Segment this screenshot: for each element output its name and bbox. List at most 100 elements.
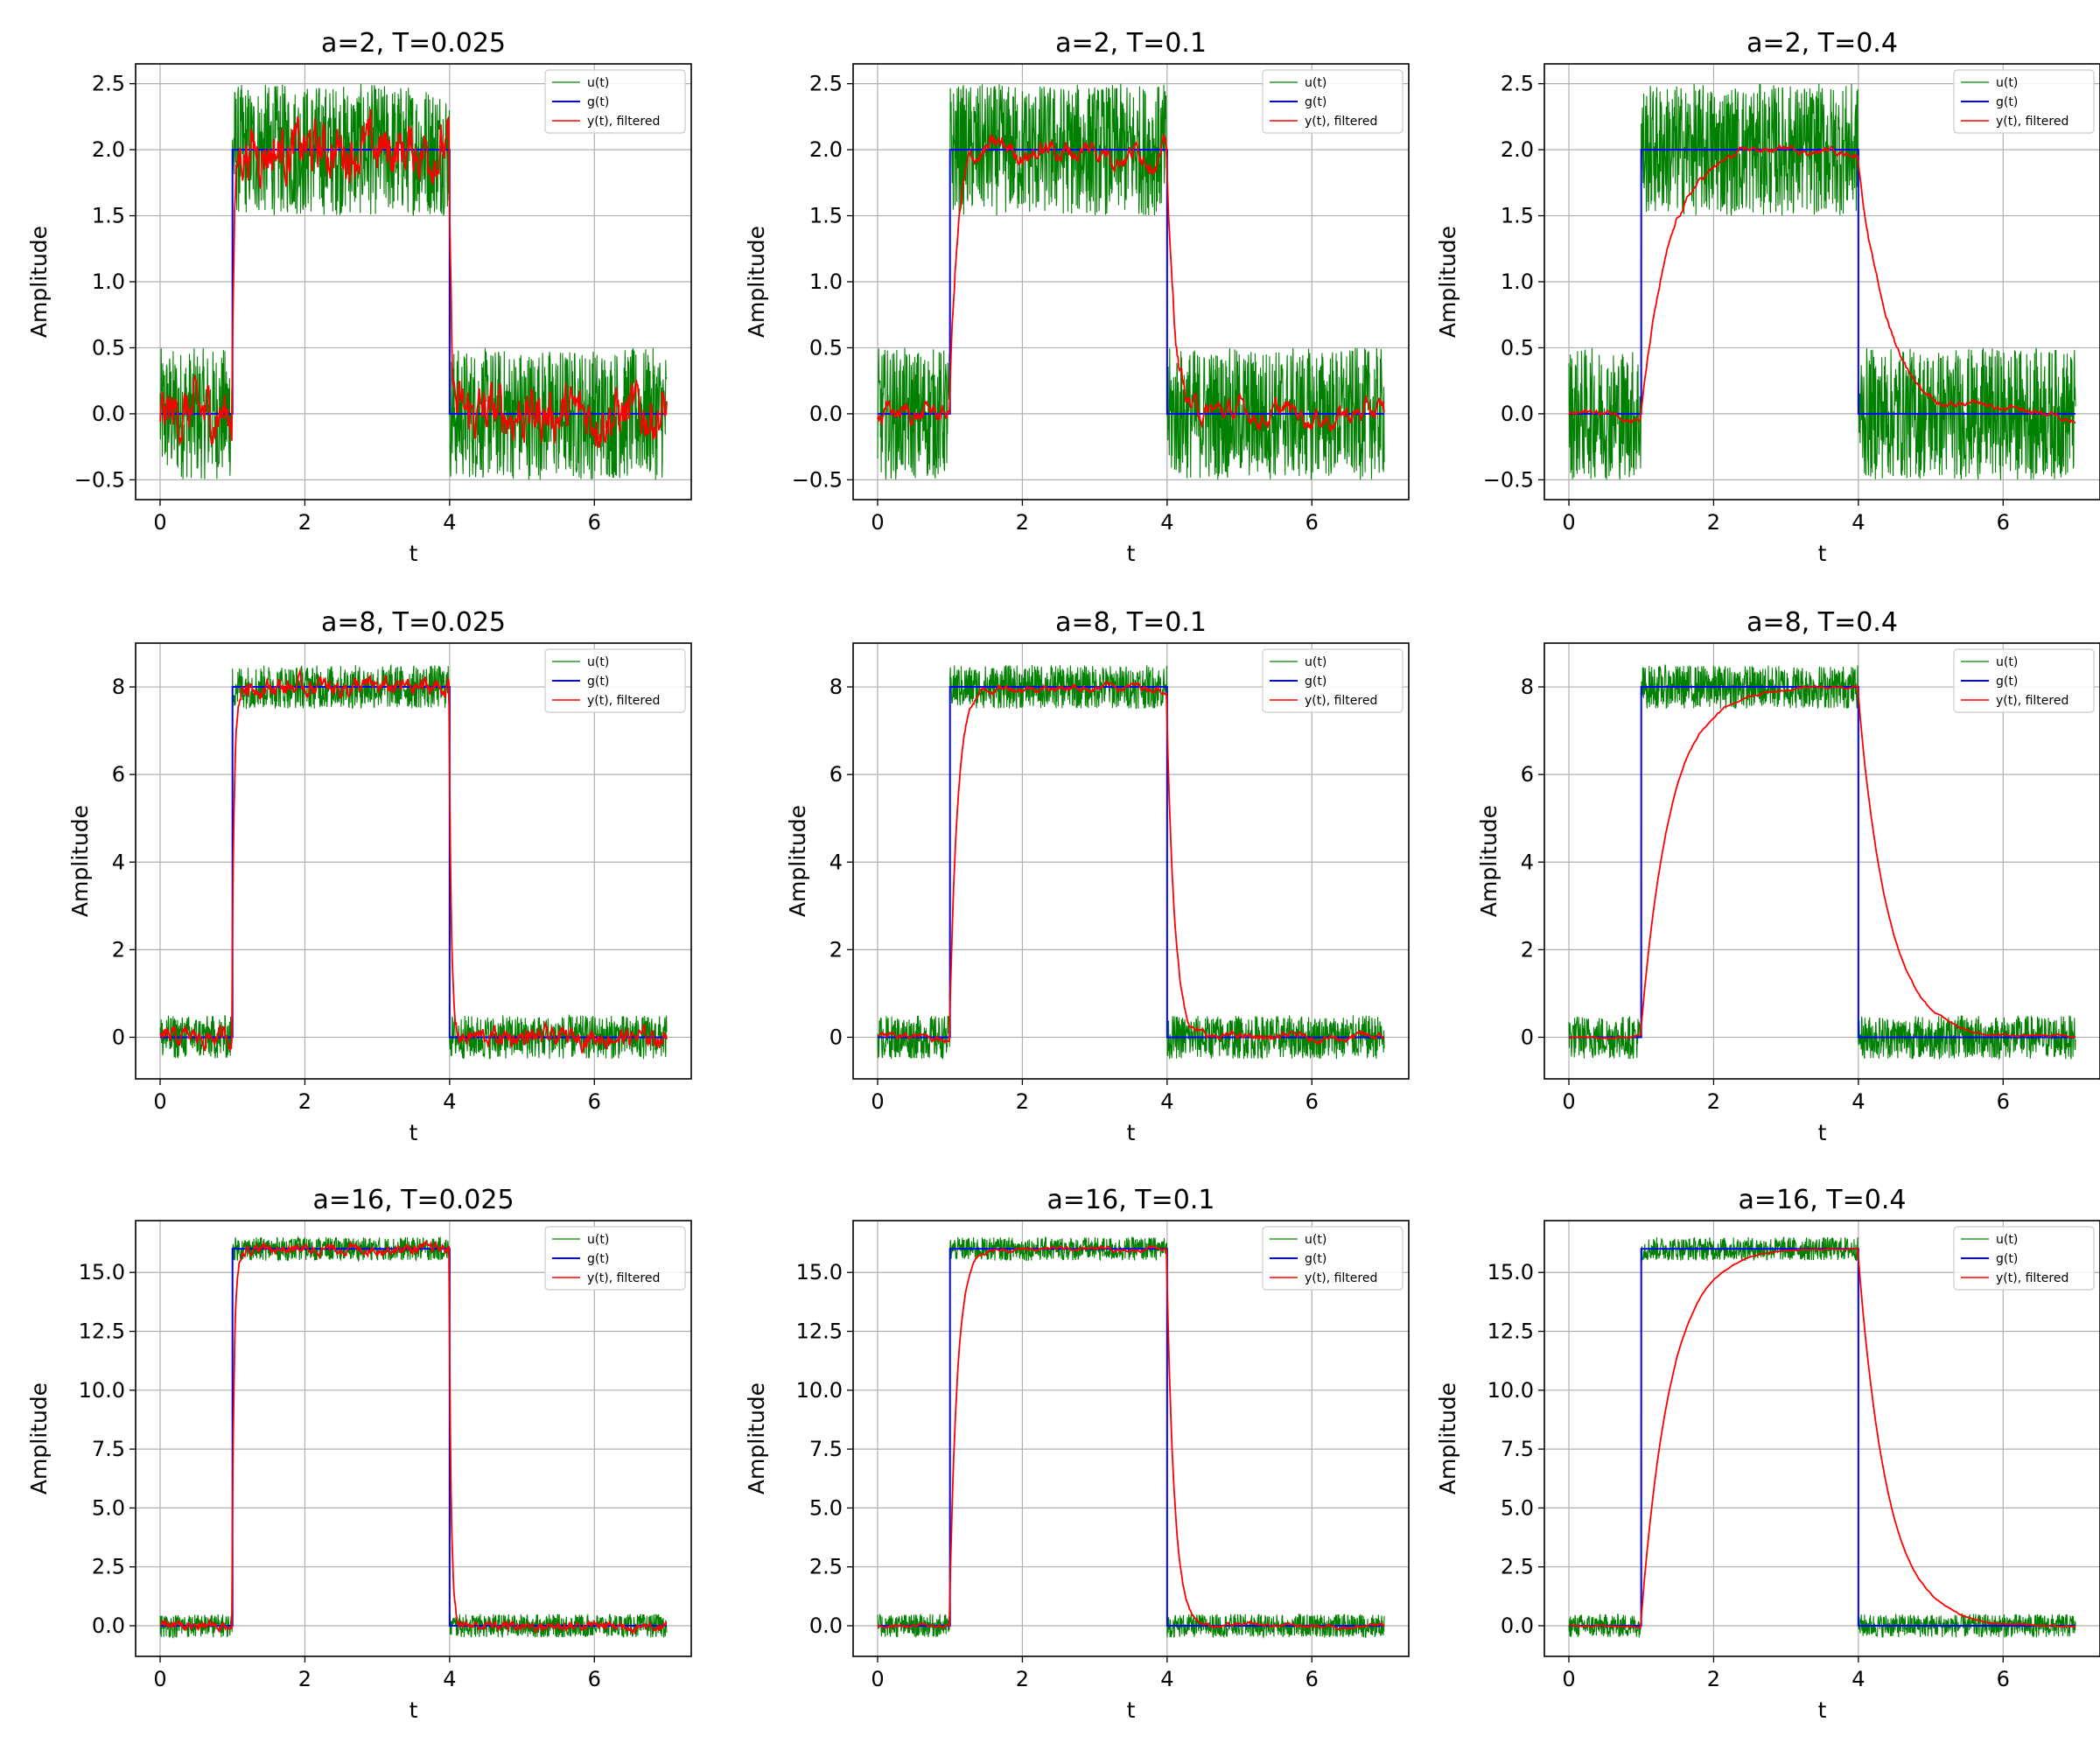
x-tick-label: 6	[588, 1089, 601, 1114]
y-tick-label: 15.0	[1488, 1260, 1534, 1284]
legend-box	[1953, 1226, 2095, 1291]
x-tick-label: 6	[1997, 510, 2010, 535]
legend: u(t) g(t) y(t), filtered	[544, 69, 686, 134]
series-g-line	[160, 686, 667, 1039]
plot-area	[1568, 1236, 2076, 1638]
legend-label-y: y(t), filtered	[587, 694, 660, 708]
y-tick-label: 12.5	[79, 1320, 125, 1344]
series-u-line	[877, 1236, 1385, 1640]
y-tick-label: 2	[112, 937, 125, 962]
x-tick-label: 6	[588, 1667, 601, 1691]
x-axis-label: t	[410, 1698, 418, 1723]
legend: u(t) g(t) y(t), filtered	[1262, 69, 1404, 134]
y-tick-label: 0.0	[1501, 1614, 1534, 1638]
plot-area	[1568, 663, 2076, 1060]
x-tick-label: 0	[871, 510, 884, 535]
grid-lines	[136, 643, 691, 1079]
y-axis-label: Amplitude	[1435, 226, 1460, 338]
series-u-line	[1568, 1236, 2076, 1638]
x-tick-label: 0	[1562, 1667, 1575, 1691]
series-y-line	[877, 134, 1385, 432]
y-tick-label: 0.0	[809, 1614, 843, 1638]
legend-box	[1262, 69, 1404, 134]
x-tick-label: 6	[1997, 1089, 2010, 1114]
y-tick-label: 1.5	[809, 204, 843, 228]
x-tick-label: 6	[1306, 510, 1319, 535]
subplot-6: 0 2 4 6 0 2 4 6 8 a=8, T=0.4 t Amplitude u(t) g(t) y(t…	[1476, 607, 2100, 1145]
y-tick-label: 0.0	[92, 1614, 125, 1638]
series-g-line	[160, 1248, 667, 1628]
legend-label-y: y(t), filtered	[1996, 115, 2068, 129]
y-tick-label: 2	[1521, 937, 1534, 962]
x-tick-label: 2	[1707, 1667, 1720, 1691]
legend-label-y: y(t), filtered	[1305, 694, 1377, 708]
legend-label-g: g(t)	[1305, 675, 1326, 689]
legend-label-y: y(t), filtered	[1305, 1271, 1377, 1285]
y-axis-label: Amplitude	[1435, 1382, 1460, 1494]
x-tick-label: 4	[1852, 1089, 1865, 1114]
subplot-1: 0 2 4 6 −0.5 0.0 0.5 1.0 1.5 2.0 2.5 a=2, T=0.025 t A…	[26, 28, 692, 566]
x-tick-label: 2	[298, 1667, 312, 1691]
x-tick-label: 6	[1997, 1667, 2010, 1691]
series-u-line	[877, 664, 1385, 1060]
x-tick-label: 4	[443, 1667, 456, 1691]
y-tick-label: 6	[830, 762, 843, 787]
legend-box	[544, 648, 686, 713]
series-u-line	[159, 663, 668, 1060]
legend-label-u: u(t)	[1996, 76, 2018, 90]
x-tick-label: 0	[1562, 510, 1575, 535]
y-tick-label: 2.5	[92, 1555, 125, 1579]
y-tick-label: 8	[830, 675, 843, 699]
subplot-7: 0 2 4 6 0.0 2.5 5.0 7.5 10.0 12.5 15.0 a=16, T=0.02…	[26, 1185, 692, 1723]
y-tick-label: 0	[112, 1025, 125, 1049]
y-tick-label: 12.5	[796, 1320, 843, 1344]
series-y-line	[877, 1244, 1385, 1631]
y-tick-label: 10.0	[796, 1378, 843, 1403]
y-tick-label: 1.0	[92, 270, 125, 294]
x-tick-label: 6	[1306, 1089, 1319, 1114]
x-tick-label: 2	[298, 1089, 312, 1114]
y-tick-label: 0.0	[1501, 402, 1534, 426]
y-tick-label: 2.5	[1501, 1555, 1534, 1579]
x-tick-label: 2	[1016, 1089, 1029, 1114]
subplot-9: 0 2 4 6 0.0 2.5 5.0 7.5 10.0 12.5 15.0 a=16, T=0.4 t…	[1435, 1185, 2100, 1723]
y-tick-label: 7.5	[92, 1437, 125, 1461]
y-tick-label: 0	[830, 1025, 843, 1049]
legend-label-g: g(t)	[1996, 1252, 2018, 1266]
x-tick-label: 4	[443, 510, 456, 535]
y-tick-label: 2.5	[809, 1555, 843, 1579]
x-axis-label: t	[410, 541, 418, 566]
plot-area	[159, 1236, 668, 1639]
series-u-line	[159, 83, 668, 480]
y-tick-label: 12.5	[1488, 1320, 1534, 1344]
y-axis-label: Amplitude	[26, 226, 52, 338]
legend-box	[1262, 1226, 1404, 1291]
plot-area	[1568, 83, 2076, 480]
y-tick-label: 1.0	[809, 270, 843, 294]
y-tick-label: 8	[112, 675, 125, 699]
y-tick-label: 1.5	[1501, 204, 1534, 228]
subplot-title: a=2, T=0.1	[1055, 28, 1207, 59]
y-tick-label: 6	[112, 762, 125, 787]
x-tick-label: 2	[1707, 510, 1720, 535]
y-tick-label: 5.0	[1501, 1495, 1534, 1520]
legend-label-u: u(t)	[587, 1233, 609, 1247]
legend-label-g: g(t)	[587, 1252, 609, 1266]
y-axis-label: Amplitude	[744, 1382, 769, 1494]
series-y-line	[159, 668, 668, 1055]
legend-label-g: g(t)	[587, 95, 609, 109]
x-tick-label: 6	[1306, 1667, 1319, 1691]
legend-label-u: u(t)	[587, 655, 609, 669]
plot-area	[877, 664, 1385, 1060]
legend-label-u: u(t)	[1305, 1233, 1326, 1247]
series-u-line	[1568, 83, 2076, 480]
y-tick-label: 5.0	[809, 1495, 843, 1520]
series-y-line	[159, 1240, 668, 1635]
x-tick-label: 0	[153, 1667, 166, 1691]
series-u-line	[159, 1236, 668, 1639]
subplot-title: a=16, T=0.4	[1739, 1185, 1907, 1215]
x-tick-label: 6	[588, 510, 601, 535]
subplot-title: a=8, T=0.4	[1746, 607, 1898, 638]
series-y-line	[1568, 1247, 2076, 1629]
x-tick-label: 0	[1562, 1089, 1575, 1114]
